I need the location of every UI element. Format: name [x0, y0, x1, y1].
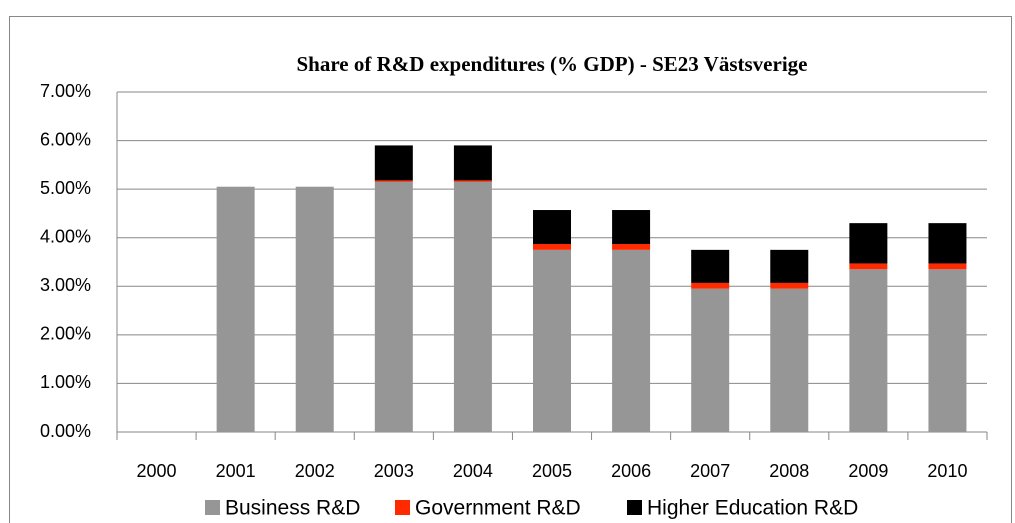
bar-segment [295, 186, 334, 432]
bar-segment [453, 181, 492, 432]
bar-segment [216, 186, 255, 432]
chart-title: Share of R&D expenditures (% GDP) - SE23… [297, 52, 808, 76]
y-tick-label: 3.00% [40, 275, 91, 295]
y-tick-label: 4.00% [40, 226, 91, 246]
legend-label: Business R&D [225, 497, 360, 520]
bar-segment [928, 263, 967, 270]
y-tick-label: 6.00% [40, 129, 91, 149]
bar-segment [770, 282, 809, 289]
x-tick-label: 2004 [453, 461, 493, 481]
y-tick-label: 2.00% [40, 324, 91, 344]
chart-border [9, 16, 1012, 523]
bar-segment [374, 181, 413, 432]
legend-label: Government R&D [415, 497, 581, 520]
y-tick-label: 5.00% [40, 178, 91, 198]
legend-swatch [395, 500, 410, 515]
bar-segment [770, 288, 809, 432]
bar-segment [691, 249, 730, 283]
bar-segment [453, 145, 492, 181]
x-tick-label: 2006 [611, 461, 651, 481]
bar-segment [691, 288, 730, 432]
bar-segment [691, 282, 730, 289]
x-tick-label: 2008 [769, 461, 809, 481]
y-tick-label: 0.00% [40, 421, 91, 441]
x-tick-label: 2003 [374, 461, 414, 481]
bar-segment [928, 269, 967, 432]
legend-swatch [627, 500, 642, 515]
bar-segment [374, 145, 413, 181]
bar-segment [533, 249, 571, 432]
bar-segment [849, 223, 888, 264]
bar-segment [453, 180, 492, 182]
bar-segment [533, 244, 571, 250]
bar-segment [849, 269, 888, 432]
x-tick-label: 2007 [690, 461, 730, 481]
bar-segment [849, 263, 888, 270]
x-tick-label: 2005 [532, 461, 572, 481]
bar-segment [612, 249, 651, 432]
y-tick-label: 1.00% [40, 372, 91, 392]
x-tick-label: 2009 [848, 461, 888, 481]
x-tick-label: 2000 [137, 461, 177, 481]
x-tick-label: 2010 [927, 461, 967, 481]
bar-segment [770, 249, 809, 283]
bar-segment [612, 244, 651, 250]
bar-segment [533, 210, 571, 245]
legend-label: Higher Education R&D [647, 497, 858, 520]
bar-segment [612, 210, 651, 245]
x-tick-label: 2001 [216, 461, 256, 481]
legend-swatch [205, 500, 220, 515]
x-tick-label: 2002 [295, 461, 335, 481]
y-tick-label: 7.00% [40, 81, 91, 101]
bar-segment [928, 223, 967, 264]
bar-segment [374, 180, 413, 182]
